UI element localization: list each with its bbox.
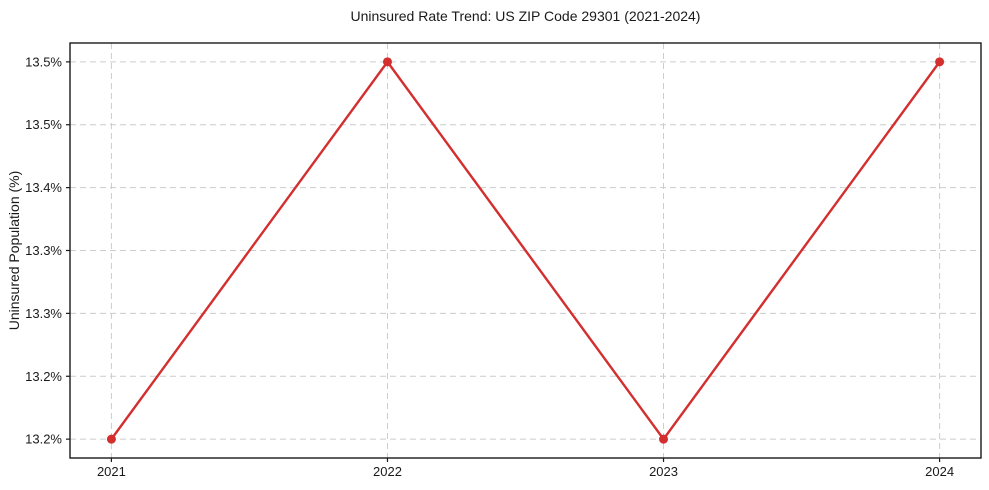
y-tick-label: 13.3% xyxy=(25,243,62,258)
y-tick-label: 13.4% xyxy=(25,180,62,195)
y-tick-label: 13.5% xyxy=(25,54,62,69)
data-series xyxy=(106,57,945,444)
chart-title: Uninsured Rate Trend: US ZIP Code 29301 … xyxy=(351,8,701,24)
data-point-marker xyxy=(106,434,116,444)
y-tick-label: 13.2% xyxy=(25,432,62,447)
x-tick-label: 2024 xyxy=(925,464,954,479)
x-tick-label: 2023 xyxy=(649,464,678,479)
x-tick-label: 2021 xyxy=(97,464,126,479)
data-point-marker xyxy=(659,434,669,444)
y-tick-label: 13.3% xyxy=(25,306,62,321)
axes: 13.2% 13.2% 13.3% 13.3% 13.4% 13.5% 13.5% 2021 2… xyxy=(25,42,982,479)
y-axis-label: Uninsured Population (%) xyxy=(6,171,22,331)
y-tick-label: 13.2% xyxy=(25,369,62,384)
x-tick-label: 2022 xyxy=(373,464,402,479)
trend-line xyxy=(110,60,941,441)
y-tick-label: 13.5% xyxy=(25,117,62,132)
data-point-marker xyxy=(382,57,392,67)
data-point-marker xyxy=(935,57,945,67)
